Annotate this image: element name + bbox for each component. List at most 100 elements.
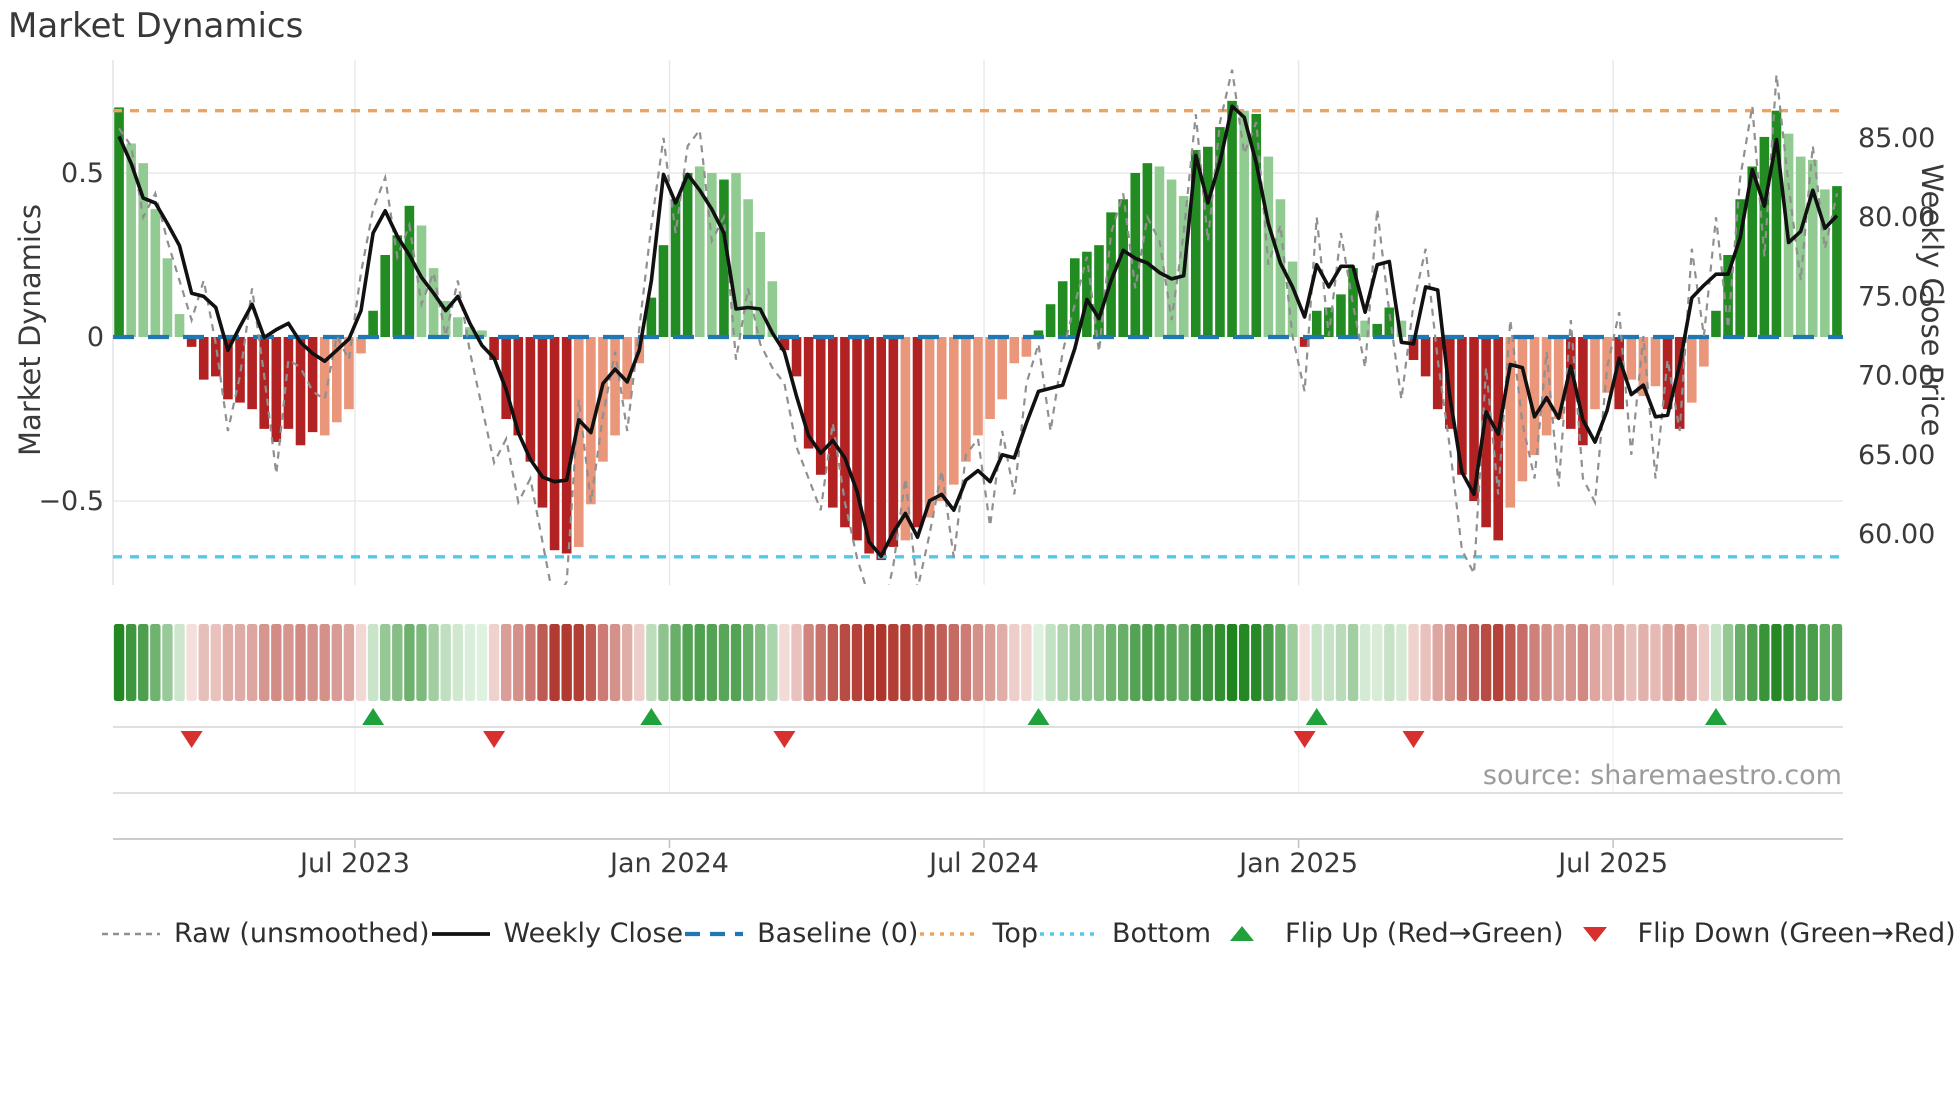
oscillator-bar xyxy=(404,205,415,338)
oscillator-bar xyxy=(1057,281,1068,338)
oscillator-bar xyxy=(1069,258,1080,338)
heatmap-cell xyxy=(585,624,597,701)
oscillator-bar xyxy=(1493,337,1504,541)
flip-up-marker-icon xyxy=(362,708,385,725)
heatmap-cell xyxy=(573,624,584,701)
oscillator-bar xyxy=(126,143,136,338)
oscillator-bar xyxy=(525,337,536,462)
heatmap-cell xyxy=(1093,624,1105,701)
oscillator-bar xyxy=(1686,337,1697,403)
weekly-close-group xyxy=(117,104,1839,559)
heatmap-cell xyxy=(125,624,137,701)
oscillator-bar xyxy=(658,245,669,338)
oscillator-bar xyxy=(1565,337,1576,429)
oscillator-bar xyxy=(1420,337,1431,377)
heatmap-cell xyxy=(815,624,826,701)
oscillator-bar xyxy=(211,337,221,377)
oscillator-bar xyxy=(1771,110,1782,338)
heatmap-cell xyxy=(1275,624,1286,701)
legend-item-dotted-orange-line: Top xyxy=(918,918,1038,949)
oscillator-bar xyxy=(936,337,947,502)
legend-item-green-up-triangle: Flip Up (Red→Green) xyxy=(1211,918,1564,949)
heatmap-cell xyxy=(1577,624,1589,701)
heatmap-cell xyxy=(1722,624,1734,701)
flip-down-marker-icon xyxy=(773,731,796,748)
heatmap-cell xyxy=(718,624,730,701)
page-title: Market Dynamics xyxy=(8,6,304,46)
oscillator-bar xyxy=(1674,337,1685,429)
oscillator-bar xyxy=(307,337,318,433)
flip-up-marker-icon xyxy=(640,708,663,725)
heatmap-cell xyxy=(1638,624,1649,701)
heatmap-cell xyxy=(1468,624,1480,701)
oscillator-bar xyxy=(501,337,511,420)
legend-label: Bottom xyxy=(1112,918,1212,949)
heatmap-cell xyxy=(549,624,560,701)
heatmap-cell xyxy=(682,624,693,701)
heatmap-cell xyxy=(839,624,851,701)
oscillator-bar xyxy=(332,337,342,423)
oscillator-bar xyxy=(1578,337,1588,446)
x-tick-label: Jan 2024 xyxy=(608,848,729,879)
heatmap-cell xyxy=(851,624,863,701)
oscillator-bar xyxy=(1529,337,1540,456)
heatmap-cell xyxy=(827,624,839,701)
oscillator-bar xyxy=(174,314,185,338)
oscillator-bar xyxy=(477,330,487,338)
oscillator-bar xyxy=(356,337,366,354)
legend-label: Baseline (0) xyxy=(757,918,919,949)
oscillator-bar xyxy=(138,163,149,338)
heatmap-cell xyxy=(912,624,923,701)
legend-swatch-red-down-triangle-icon xyxy=(1564,924,1626,944)
oscillator-bar xyxy=(1045,304,1056,338)
oscillator-bar xyxy=(755,232,766,338)
heatmap-cell xyxy=(283,624,294,701)
oscillator-bar xyxy=(1348,268,1358,338)
legend-swatch-dashed-blue-line-icon xyxy=(683,924,745,944)
heatmap-cell xyxy=(198,624,209,701)
heatmap-cell xyxy=(1698,624,1710,701)
heatmap-cell xyxy=(1432,624,1443,701)
oscillator-bar xyxy=(973,337,983,436)
heatmap-cell xyxy=(319,624,330,701)
heatmap-cell xyxy=(259,624,270,701)
oscillator-bar xyxy=(1795,156,1806,338)
oscillator-bar xyxy=(1118,199,1128,338)
heatmap-cell xyxy=(1238,624,1250,701)
heatmap-cell xyxy=(1650,624,1661,701)
oscillator-bar xyxy=(1190,150,1201,338)
oscillator-bar xyxy=(1372,323,1383,338)
heatmap-cell xyxy=(138,624,149,701)
heatmap-cell xyxy=(1819,624,1831,701)
legend-swatch-dashed-gray-line-icon xyxy=(100,924,162,944)
heatmap-cell xyxy=(246,624,258,701)
oscillator-bar xyxy=(1311,310,1322,338)
oscillator-bar xyxy=(876,337,887,561)
heatmap-cell xyxy=(331,624,343,701)
heatmap-cell xyxy=(1069,624,1080,701)
gridlines xyxy=(112,60,1843,792)
source-attribution: source: sharemaestro.com xyxy=(1482,760,1842,791)
oscillator-bar xyxy=(1517,337,1528,482)
oscillator-bar xyxy=(840,337,850,528)
oscillator-bar xyxy=(1590,337,1600,410)
heatmap-cell xyxy=(1589,624,1601,701)
x-tick-label: Jul 2024 xyxy=(927,848,1039,879)
oscillator-bar xyxy=(452,317,463,338)
oscillator-bar xyxy=(815,337,826,475)
heatmap-cell xyxy=(742,624,754,701)
oscillator-bar xyxy=(985,337,995,420)
oscillator-bar xyxy=(682,173,693,338)
raw-line xyxy=(118,69,1839,585)
oscillator-bar xyxy=(416,225,427,338)
oscillator-bar xyxy=(719,179,729,338)
heatmap-cell xyxy=(597,624,609,701)
heatmap-cell xyxy=(1493,624,1504,701)
oscillator-bar xyxy=(1614,337,1624,410)
oscillator-bar xyxy=(295,337,306,446)
oscillator-bar xyxy=(561,337,572,554)
heatmap-cell xyxy=(1045,624,1056,701)
oscillator-bar xyxy=(1130,173,1141,338)
x-tick-label: Jul 2023 xyxy=(298,848,410,879)
